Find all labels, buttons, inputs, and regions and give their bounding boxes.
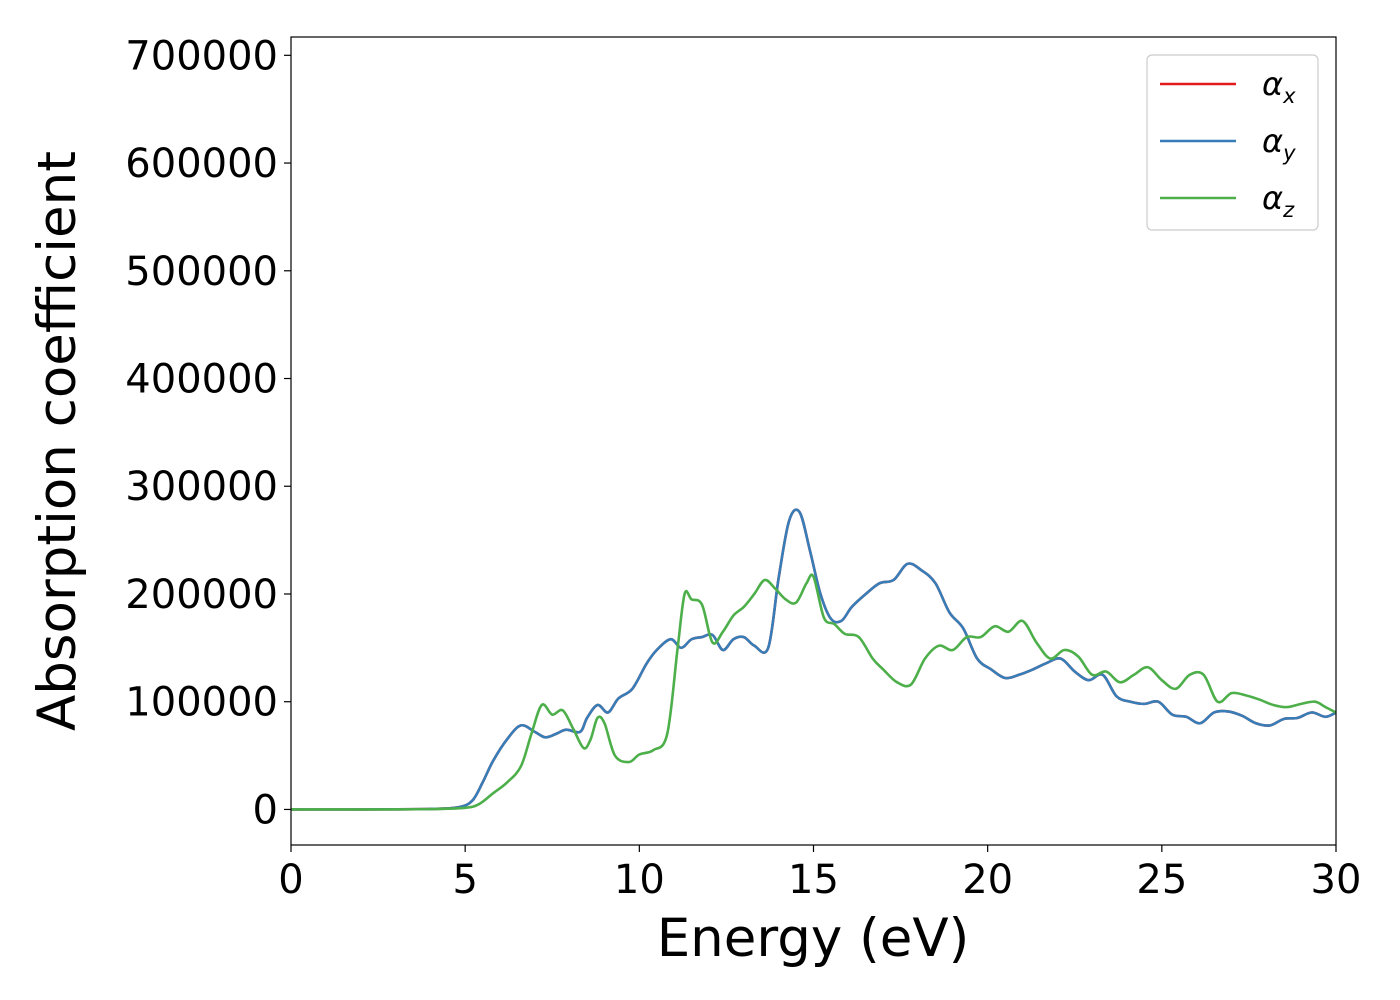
x-tick-label: 5 [452, 857, 477, 903]
series-line-z [291, 573, 1336, 811]
y-tick-label: 300000 [125, 464, 278, 510]
series-layer [291, 508, 1336, 811]
x-tick-label: 10 [614, 857, 665, 903]
x-tick-label: 15 [788, 857, 839, 903]
x-axis: 0 5 10 15 20 25 30 [278, 845, 1361, 903]
x-tick-label: 20 [962, 857, 1013, 903]
series-line-y [291, 508, 1336, 811]
legend-subscript: y [1282, 141, 1296, 165]
y-tick-label: 700000 [125, 33, 278, 79]
x-tick-label: 0 [278, 857, 303, 903]
legend-symbol: α [1262, 65, 1283, 103]
legend-label-z: αz [1262, 179, 1295, 222]
y-tick-label: 200000 [125, 572, 278, 618]
legend-box [1146, 54, 1319, 231]
y-tick-label: 600000 [125, 141, 278, 187]
y-tick-label: 400000 [125, 357, 278, 403]
y-tick-label: 500000 [125, 249, 278, 295]
y-axis-title: Absorption coefficient [27, 151, 88, 731]
y-axis: 0 100000 200000 300000 400000 500000 600000 700… [125, 33, 291, 833]
y-tick-label: 0 [253, 787, 278, 833]
legend-label-y: αy [1262, 122, 1296, 165]
y-tick-label: 100000 [125, 680, 278, 726]
legend-subscript: z [1282, 198, 1295, 222]
x-tick-label: 30 [1311, 857, 1362, 903]
legend-symbol: α [1262, 122, 1283, 160]
legend-symbol: α [1262, 179, 1283, 217]
x-tick-label: 25 [1136, 857, 1187, 903]
legend-label-x: αx [1262, 65, 1296, 108]
x-axis-title: Energy (eV) [657, 908, 970, 969]
legend-subscript: x [1282, 84, 1296, 108]
